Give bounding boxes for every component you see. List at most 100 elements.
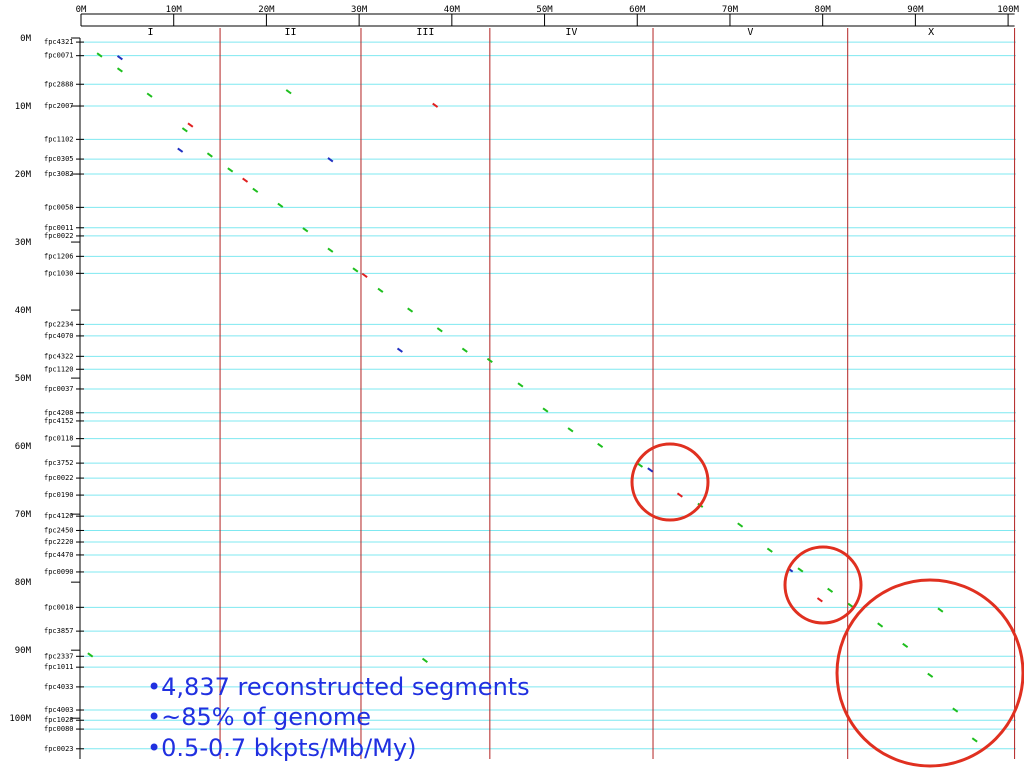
contig-label: fpc4470 — [44, 551, 74, 559]
segment — [737, 522, 744, 528]
y-tick-label: 60M — [15, 442, 32, 452]
segment — [227, 167, 234, 173]
contig-label: fpc0023 — [44, 745, 74, 753]
segment — [352, 267, 359, 273]
segment — [361, 272, 368, 278]
y-tick-label: 80M — [15, 578, 32, 588]
segment — [461, 347, 468, 353]
segment — [177, 147, 184, 153]
segment — [327, 157, 334, 163]
annotation: •4,837 reconstructed segments — [147, 673, 530, 701]
segment — [902, 642, 909, 648]
contig-label: fpc0080 — [44, 725, 74, 733]
annotation: •0.5-0.7 bkpts/Mb/My) — [147, 734, 416, 762]
highlight-circle — [835, 578, 1024, 768]
contig-label: fpc3082 — [44, 170, 74, 178]
contig-label: fpc4070 — [44, 332, 74, 340]
x-tick-label: 30M — [351, 5, 368, 15]
contig-label: fpc4322 — [44, 352, 74, 360]
chromosome-label: III — [416, 27, 434, 38]
segment — [96, 52, 103, 58]
contig-label: fpc2337 — [44, 652, 74, 660]
y-tick-label: 90M — [15, 646, 32, 656]
x-tick-label: 40M — [444, 5, 461, 15]
segment — [937, 607, 944, 613]
segment — [252, 187, 259, 193]
contig-label: fpc4208 — [44, 409, 74, 417]
contig-label: fpc4321 — [44, 38, 74, 46]
x-tick-label: 80M — [815, 5, 832, 15]
x-tick-label: 0M — [76, 5, 87, 15]
contig-label: fpc2450 — [44, 526, 74, 534]
y-tick-label: 10M — [15, 102, 32, 112]
y-tick-label: 0M — [20, 34, 31, 44]
contig-label: fpc0022 — [44, 232, 74, 240]
contig-label: fpc0022 — [44, 474, 74, 482]
annotation: •~85% of genome — [147, 703, 371, 731]
x-tick-label: 10M — [166, 5, 183, 15]
segment — [396, 347, 403, 353]
segment — [927, 672, 934, 678]
segment — [597, 442, 604, 449]
y-tick-label: 100M — [9, 714, 31, 724]
segment — [302, 227, 309, 233]
segment — [517, 382, 524, 388]
segment — [87, 652, 94, 658]
contig-label: fpc4003 — [44, 706, 74, 714]
segment — [971, 737, 978, 743]
segment — [206, 152, 213, 158]
contig-label: fpc0118 — [44, 435, 74, 443]
contig-label: fpc1206 — [44, 252, 74, 260]
segment — [676, 492, 683, 498]
highlight-circle — [630, 442, 710, 522]
segment — [146, 92, 153, 98]
segment — [847, 602, 854, 608]
y-tick-label: 70M — [15, 510, 32, 520]
chromosome-label: II — [284, 27, 296, 38]
segment — [277, 202, 284, 208]
contig-label: fpc4152 — [44, 417, 74, 425]
y-tick-label: 40M — [15, 306, 32, 316]
segment — [242, 177, 249, 183]
segment — [377, 287, 384, 293]
y-tick-label: 50M — [15, 374, 32, 384]
contig-label: fpc0190 — [44, 491, 74, 499]
segment — [827, 587, 834, 593]
contig-label: fpc0037 — [44, 385, 74, 393]
segment — [542, 407, 549, 413]
contig-label: fpc2888 — [44, 80, 74, 88]
contig-label: fpc4120 — [44, 512, 74, 520]
highlight-circle — [783, 545, 863, 625]
contig-label: fpc1120 — [44, 365, 74, 373]
chromosome-label: V — [747, 27, 753, 38]
contig-label: fpc0090 — [44, 568, 74, 576]
x-tick-label: 60M — [629, 5, 646, 15]
contig-label: fpc0058 — [44, 203, 74, 211]
segment — [486, 357, 493, 363]
contig-label: fpc0018 — [44, 603, 74, 611]
segment — [285, 89, 292, 95]
chromosome-label: X — [928, 27, 934, 38]
segment — [436, 327, 443, 333]
contig-label: fpc2007 — [44, 102, 74, 110]
contig-label: fpc0011 — [44, 224, 74, 232]
segment — [116, 55, 123, 61]
contig-label: fpc2234 — [44, 320, 74, 328]
segment — [952, 707, 959, 713]
plot-area: fpc4321 fpc0071 fpc2888 fpc2007 fpc1102 fpc03… — [9, 5, 1020, 759]
segment — [877, 622, 884, 628]
y-tick-label: 30M — [15, 238, 32, 248]
segment — [766, 547, 773, 553]
segment — [181, 127, 188, 133]
segment — [637, 462, 644, 468]
contig-label: fpc1028 — [44, 716, 74, 724]
contig-label: fpc0071 — [44, 52, 74, 60]
y-tick-label: 20M — [15, 170, 32, 180]
contig-label: fpc3857 — [44, 627, 74, 635]
segment — [327, 247, 334, 253]
contig-label: fpc3752 — [44, 459, 74, 467]
contig-label: fpc0305 — [44, 155, 74, 163]
segment — [187, 122, 194, 128]
contig-label: fpc4033 — [44, 683, 74, 691]
